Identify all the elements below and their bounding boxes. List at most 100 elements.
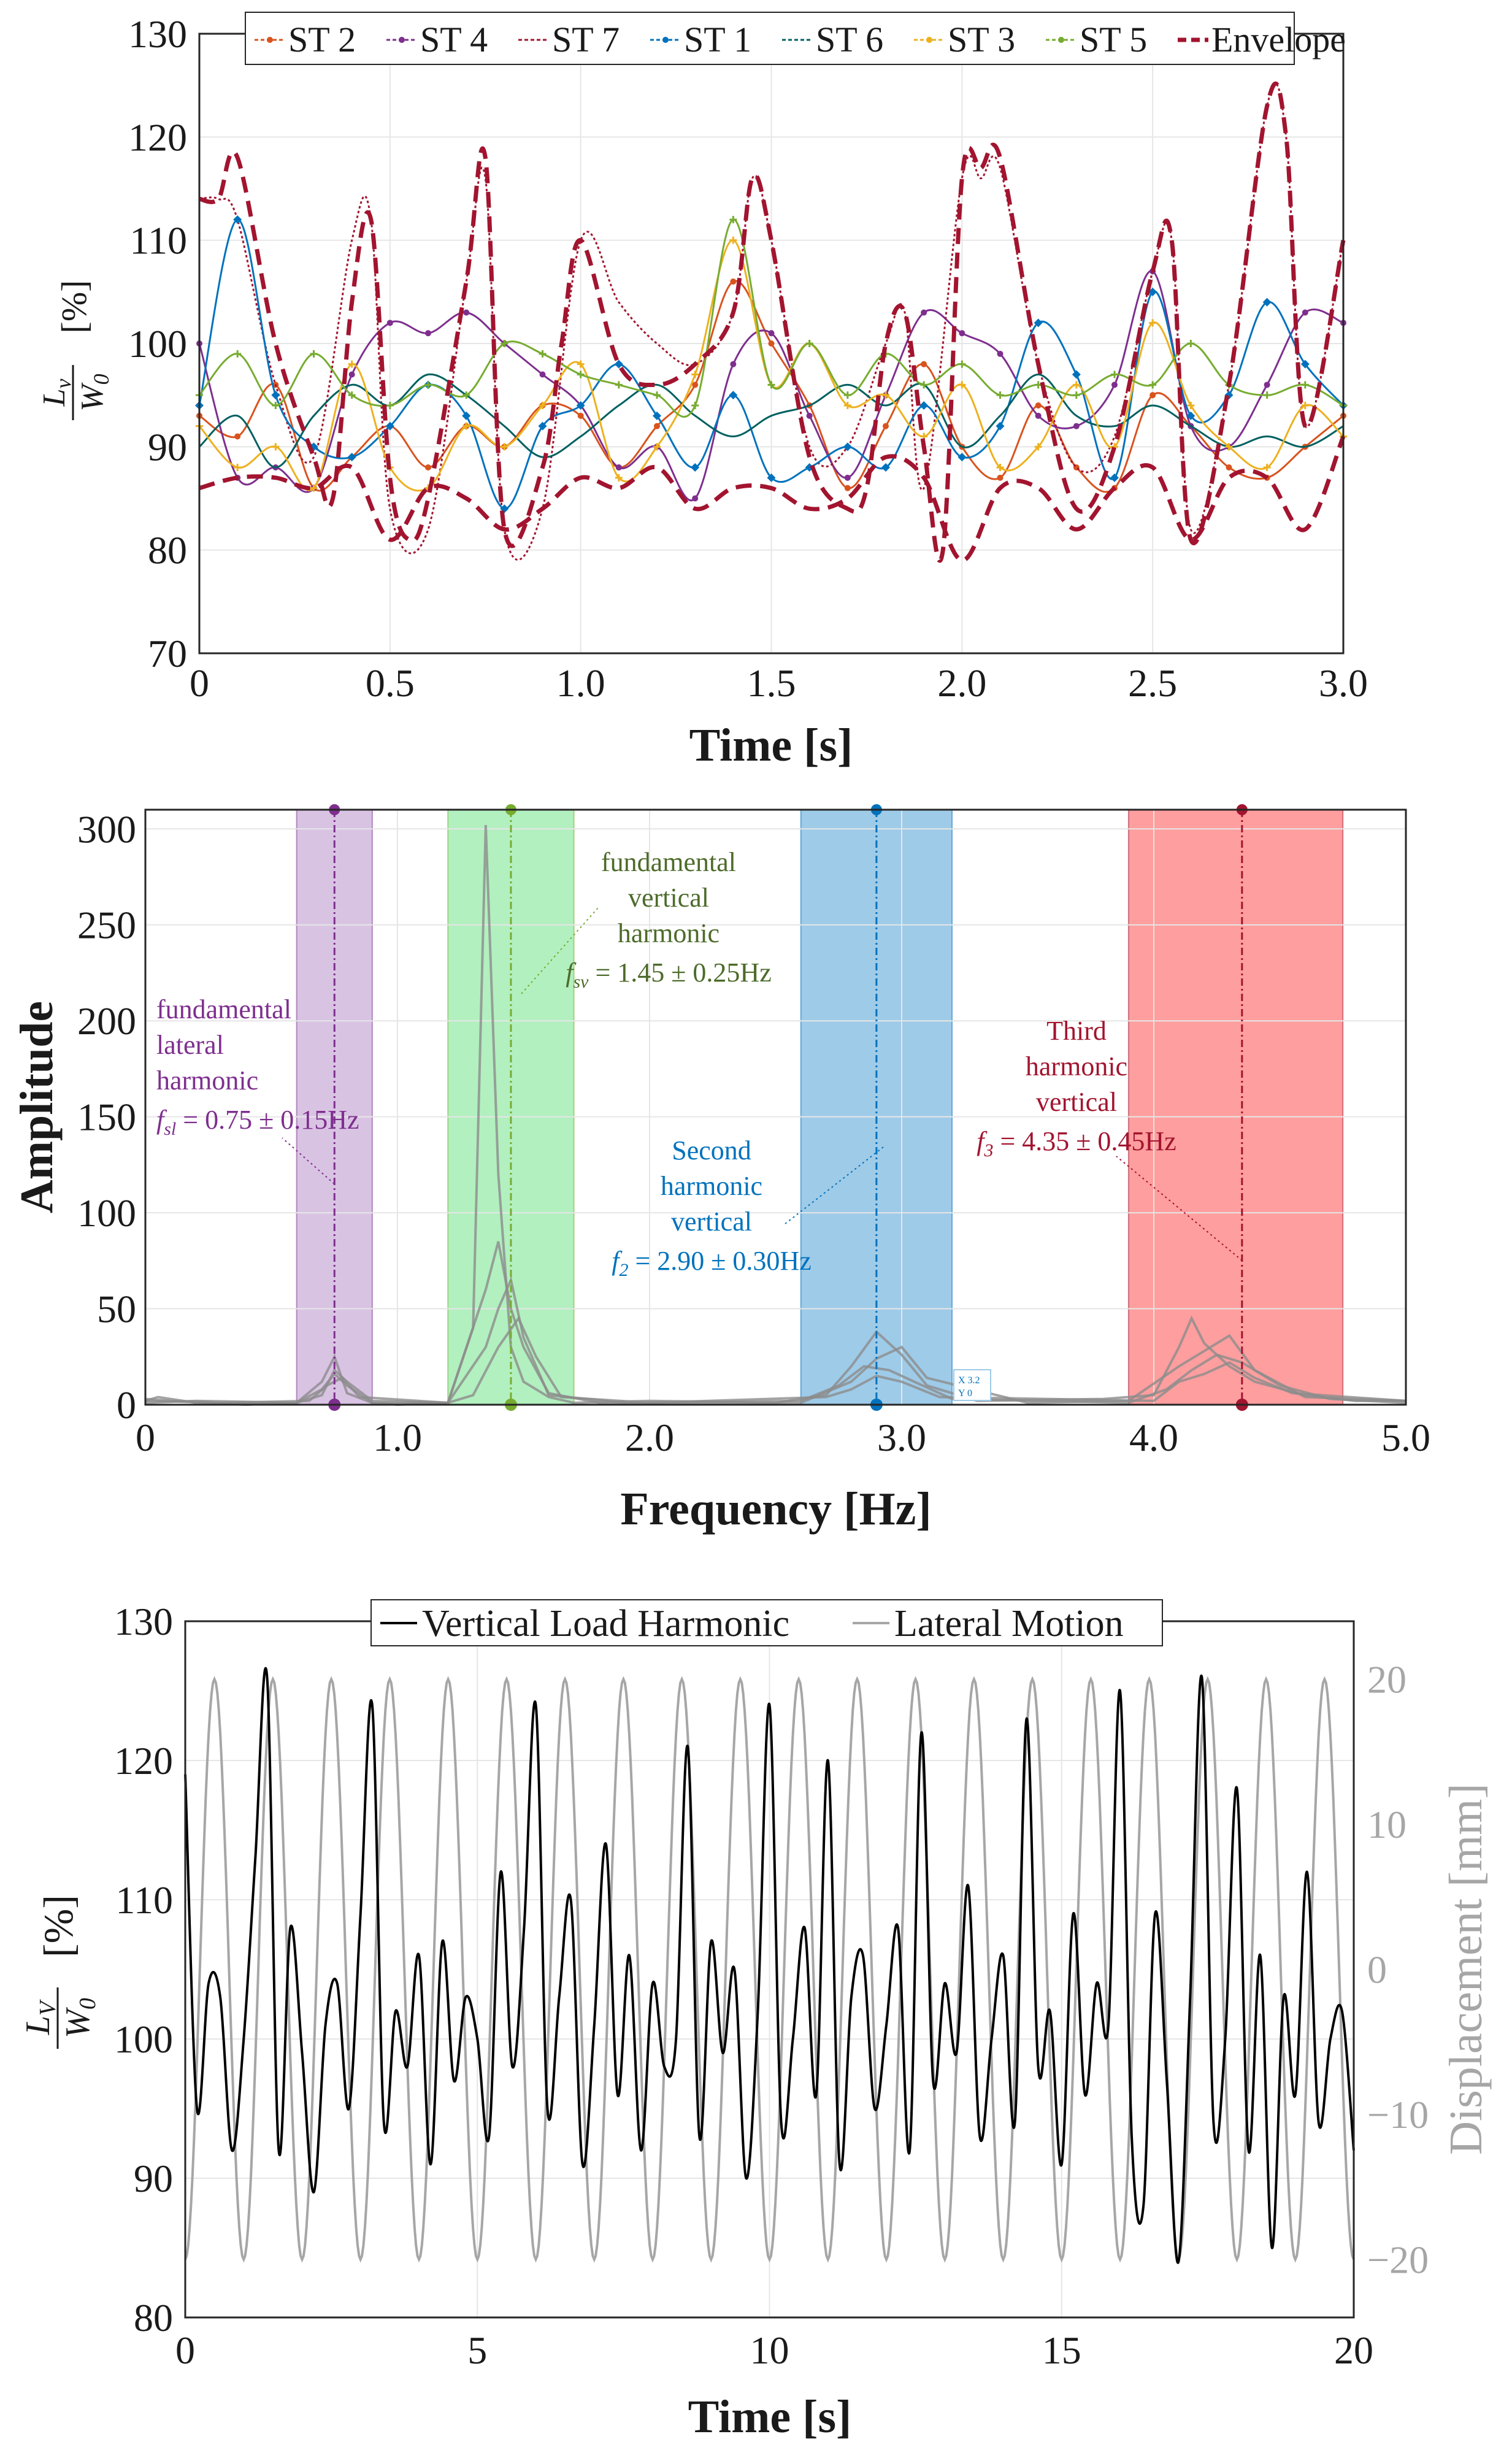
chart-1-ylabel-num-sub: v <box>51 379 75 389</box>
chart-3-y2tick-label: −20 <box>1367 2238 1429 2281</box>
chart-2-ytick-label: 300 <box>77 807 136 851</box>
svg-text:Lv: Lv <box>37 379 75 407</box>
chart-2-bands <box>296 809 1344 1405</box>
series-point <box>730 278 737 285</box>
chart-3-legend-box <box>370 1599 1163 1646</box>
series-point <box>730 361 737 367</box>
legend-item-vertical-load-harmonic: Vertical Load Harmonic <box>380 1603 789 1645</box>
chart-1-ticks: 0 0.5 1.0 1.5 2.0 2.5 3.0 70 80 90 100 110 120 130 <box>128 12 1368 705</box>
series-point <box>425 464 431 470</box>
series-point <box>1111 370 1118 378</box>
series-point <box>768 330 775 337</box>
series-point <box>1148 287 1157 296</box>
legend-label: ST 4 <box>420 20 488 60</box>
chart-3-y2label: Displacement [mm] <box>1440 1783 1492 2155</box>
series-point <box>1263 391 1271 399</box>
chart-3-ytick-label: 90 <box>134 2157 173 2200</box>
chart-1: 0 0.5 1.0 1.5 2.0 2.5 3.0 70 80 90 100 110 120 130 Ti… <box>37 12 1368 771</box>
series-point <box>385 421 394 431</box>
series-point <box>768 340 775 347</box>
chart-2-ytick-label: 250 <box>77 904 136 947</box>
chart-3: 0 5 10 15 20 80 90 100 110 120 130 −20 −10 0 10 20 Time… <box>19 1599 1492 2443</box>
chart-1-ylabel-num: L <box>37 389 72 407</box>
chart-2-xtick-label: 3.0 <box>877 1416 926 1459</box>
series-point <box>386 320 393 326</box>
annotation-second-formula: f2 = 2.90 ± 0.30Hz <box>612 1246 812 1280</box>
series-point <box>1035 402 1042 409</box>
chart-2-xtick-label: 4.0 <box>1129 1416 1178 1459</box>
chart-1-xtick-label: 2.0 <box>937 661 986 705</box>
chart-1-ytick-label: 110 <box>129 219 187 263</box>
series-point <box>1302 309 1308 316</box>
annotation-second-line-2: harmonic <box>661 1171 762 1201</box>
chart-1-ylabel-unit: [%] <box>54 280 94 334</box>
series-point <box>424 381 432 389</box>
annotation-third-formula: f3 = 4.35 ± 0.45Hz <box>977 1126 1176 1161</box>
annotation-third: Third harmonic vertical f3 = 4.35 ± 0.45… <box>977 1016 1243 1261</box>
chart-3-ylabel: LV W0 [%] <box>19 1895 101 2049</box>
chart-1-ylabel: Lv W0 [%] <box>37 280 113 420</box>
chart-1-ytick-label: 70 <box>148 632 187 675</box>
series-point <box>1263 464 1271 471</box>
series-point <box>958 360 966 368</box>
chart-1-xtick-label: 2.5 <box>1128 661 1177 705</box>
chart-1-ylabel-den: W <box>75 382 110 412</box>
legend-label: ST 5 <box>1080 20 1147 60</box>
annotation-lateral-formula: fsl = 0.75 ± 0.15Hz <box>156 1105 359 1139</box>
series-point <box>844 474 851 481</box>
chart-3-ticks: 0 5 10 15 20 80 90 100 110 120 130 −20 −10 0 10 20 <box>114 1600 1429 2372</box>
series-point <box>462 411 471 420</box>
series-point <box>843 402 851 409</box>
series-point <box>1225 443 1233 451</box>
legend-item-lateral-motion: Lateral Motion <box>853 1603 1124 1645</box>
chart-2-xtick-label: 5.0 <box>1381 1416 1430 1459</box>
chart-2-ytick-label: 100 <box>77 1191 136 1235</box>
series-point <box>1149 381 1157 389</box>
chart-1-xtick-label: 0 <box>190 661 209 705</box>
chart-2-series <box>145 824 1406 1407</box>
chart-3-ytick-label: 120 <box>114 1739 173 1783</box>
chart-1-xtick-label: 0.5 <box>366 661 415 705</box>
datatip[interactable]: X 3.2 Y 0 <box>953 1369 991 1401</box>
chart-3-ytick-label: 100 <box>114 2018 173 2061</box>
series-point <box>538 421 547 431</box>
chart-2-ticks: 0 1.0 2.0 3.0 4.0 5.0 0 50 100 150 200 250 300 <box>77 807 1430 1459</box>
annotation-third-line-3: vertical <box>1036 1087 1117 1117</box>
chart-3-y2tick-label: 10 <box>1367 1803 1406 1846</box>
series-point <box>920 381 928 389</box>
series-point <box>462 391 470 399</box>
chart-1-plot-area <box>195 81 1348 563</box>
series-point <box>1072 391 1080 399</box>
series-point <box>921 309 927 316</box>
series-point <box>234 433 241 440</box>
series-point <box>1034 318 1043 328</box>
chart-1-legend: ST 2 ST 4 ST 7 ST 1 ST 6 ST 3 ST 5 Envelope <box>245 12 1346 65</box>
series-point <box>348 360 356 368</box>
annotation-vertical-formula: fsv = 1.45 ± 0.25Hz <box>566 958 772 992</box>
legend-label: Lateral Motion <box>894 1603 1124 1645</box>
legend-item-st-1: ST 1 <box>650 20 751 60</box>
series-point <box>844 485 851 491</box>
chart-2-xtick-label: 2.0 <box>625 1416 674 1459</box>
series-point <box>654 423 660 429</box>
chart-1-legend-box <box>245 12 1295 65</box>
chart-3-legend: Vertical Load Harmonic Lateral Motion <box>370 1599 1163 1646</box>
series-point <box>767 473 776 482</box>
series-point <box>881 463 890 472</box>
chart-3-xtick-label: 0 <box>175 2329 195 2372</box>
series-point <box>692 495 699 502</box>
series-point <box>1072 381 1080 389</box>
chart-1-xtick-label: 1.0 <box>556 661 605 705</box>
series-point <box>310 484 318 492</box>
chart-2-xtick-label: 0 <box>136 1416 155 1459</box>
chart-2-xtick-label: 1.0 <box>373 1416 422 1459</box>
datatip-y: Y 0 <box>958 1388 972 1399</box>
series-point <box>539 402 547 409</box>
annotation-second-arrow <box>785 1146 884 1224</box>
series-point <box>691 370 699 378</box>
series-point <box>1187 402 1195 409</box>
chart-3-ylabel-unit: [%] <box>35 1895 82 1957</box>
spectrum-1 <box>145 824 1406 1407</box>
chart-3-xtick-label: 15 <box>1042 2329 1081 2372</box>
series-point <box>272 402 280 409</box>
